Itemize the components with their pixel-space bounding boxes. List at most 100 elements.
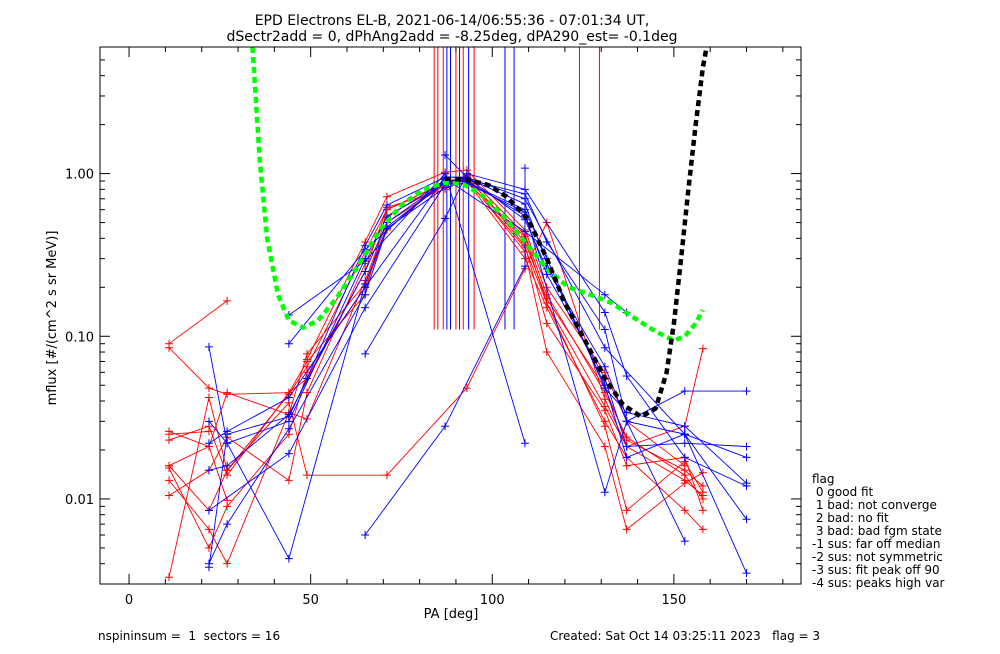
blue-point-2-10	[622, 408, 631, 417]
blue-point-0-9	[600, 325, 609, 334]
red-point-2-14	[698, 494, 707, 503]
y-tick-label-1: 0.10	[65, 330, 94, 345]
blue-point-3-3	[361, 267, 370, 276]
blue-point-4-2	[284, 393, 293, 402]
blue-point-5-10	[622, 453, 631, 462]
blue-point-10-3	[520, 185, 529, 194]
blue-point-1-13	[742, 569, 751, 578]
blue-series-5	[208, 177, 747, 520]
red-point-2-13	[680, 471, 689, 480]
blue-point-9-0	[361, 531, 370, 540]
plot-area: 0 50 100 150 0.01 0.10 1.00	[65, 46, 802, 608]
blue-point-2-2	[284, 424, 293, 433]
blue-point-10-1	[441, 214, 450, 223]
red-point-3-0	[165, 491, 174, 500]
blue-point-10-5	[622, 371, 631, 380]
y-tick-label-0: 0.01	[65, 493, 94, 508]
blue-point-10-0	[361, 349, 370, 358]
blue-point-2-11	[680, 422, 689, 431]
red-series-10	[168, 445, 228, 501]
red-point-4-12	[622, 461, 631, 470]
red-series-0	[168, 176, 704, 512]
red-point-5-11	[600, 442, 609, 451]
blue-point-9-2	[520, 262, 529, 271]
red-point-5-13	[680, 479, 689, 488]
red-series-8	[168, 300, 228, 345]
blue-point-3-2	[284, 410, 293, 419]
red-point-6-11	[600, 422, 609, 431]
blue-point-3-10	[622, 442, 631, 451]
red-point-4-10	[542, 319, 551, 328]
red-point-9-1	[204, 427, 213, 436]
red-point-4-14	[698, 506, 707, 515]
red-point-5-12	[622, 525, 631, 534]
green-fit-curve	[250, 47, 705, 344]
blue-point-6-2	[361, 303, 370, 312]
axes-frame	[99, 46, 802, 585]
red-series-7	[168, 221, 704, 578]
red-point-11-0	[303, 355, 312, 364]
blue-series-1	[208, 176, 747, 574]
footer-right: Created: Sat Oct 14 03:25:11 2023 flag =…	[550, 629, 820, 643]
x-tick-label-2: 100	[480, 593, 505, 608]
x-axis-label: PA [deg]	[424, 607, 479, 622]
red-point-7-12	[698, 344, 707, 353]
red-point-6-14	[698, 488, 707, 497]
blue-point-4-9	[742, 453, 751, 462]
red-point-3-13	[680, 506, 689, 515]
blue-point-6-8	[680, 537, 689, 546]
legend-item-7: -4 sus: peaks high var	[812, 576, 945, 590]
blue-point-3-11	[680, 439, 689, 448]
red-point-6-12	[622, 506, 631, 515]
blue-point-4-0	[204, 439, 213, 448]
blue-series-9	[364, 168, 526, 536]
blue-point-5-1	[223, 439, 232, 448]
x-tick-label-0: 0	[125, 593, 133, 608]
red-point-8-0	[165, 339, 174, 348]
blue-point-5-11	[680, 430, 689, 439]
blue-point-1-10	[600, 362, 609, 371]
y-axis-label: mflux [#/(cm^2 s sr MeV)]	[45, 231, 60, 406]
blue-point-0-0	[204, 342, 213, 351]
red-point-8-1	[223, 296, 232, 305]
footer-left: nspininsum = 1 sectors = 16	[98, 629, 280, 643]
legend-item-1: 1 bad: not converge	[812, 498, 937, 512]
red-point-5-10	[542, 348, 551, 357]
legend-item-6: -3 sus: fit peak off 90	[812, 563, 940, 577]
blue-point-3-0	[204, 466, 213, 475]
legend-item-2: 2 bad: no fit	[812, 511, 889, 525]
red-point-4-11	[600, 406, 609, 415]
x-tick-label-3: 150	[661, 593, 686, 608]
blue-point-3-8	[542, 270, 551, 279]
red-point-2-10	[542, 290, 551, 299]
red-point-3-14	[698, 525, 707, 534]
red-point-2-2	[223, 390, 232, 399]
blue-point-5-0	[204, 417, 213, 426]
red-point-3-3	[284, 476, 293, 485]
red-point-4-2	[223, 559, 232, 568]
legend-item-5: -2 sus: not symmetric	[812, 550, 943, 564]
blue-point-3-12	[742, 442, 751, 451]
blue-point-2-0	[204, 559, 213, 568]
blue-series-8	[288, 178, 627, 344]
blue-point-9-3	[520, 164, 529, 173]
blue-point-0-2	[284, 554, 293, 563]
red-point-7-0	[165, 573, 174, 582]
blue-point-3-1	[223, 461, 232, 470]
red-point-7-5	[382, 471, 391, 480]
red-series-6	[168, 179, 704, 512]
red-point-6-10	[542, 299, 551, 308]
y-tick-label-2: 1.00	[65, 168, 94, 183]
chart-title-line1: EPD Electrons EL-B, 2021-06-14/06:55:36 …	[255, 13, 650, 29]
blue-point-4-1	[223, 427, 232, 436]
blue-point-11-0	[441, 151, 450, 160]
blue-point-0-12	[742, 387, 751, 396]
blue-point-8-0	[284, 339, 293, 348]
blue-point-6-7	[622, 417, 631, 426]
blue-point-6-0	[204, 506, 213, 515]
red-point-10-0	[165, 461, 174, 470]
blue-point-5-2	[284, 417, 293, 426]
legend-title: flag	[812, 472, 835, 486]
